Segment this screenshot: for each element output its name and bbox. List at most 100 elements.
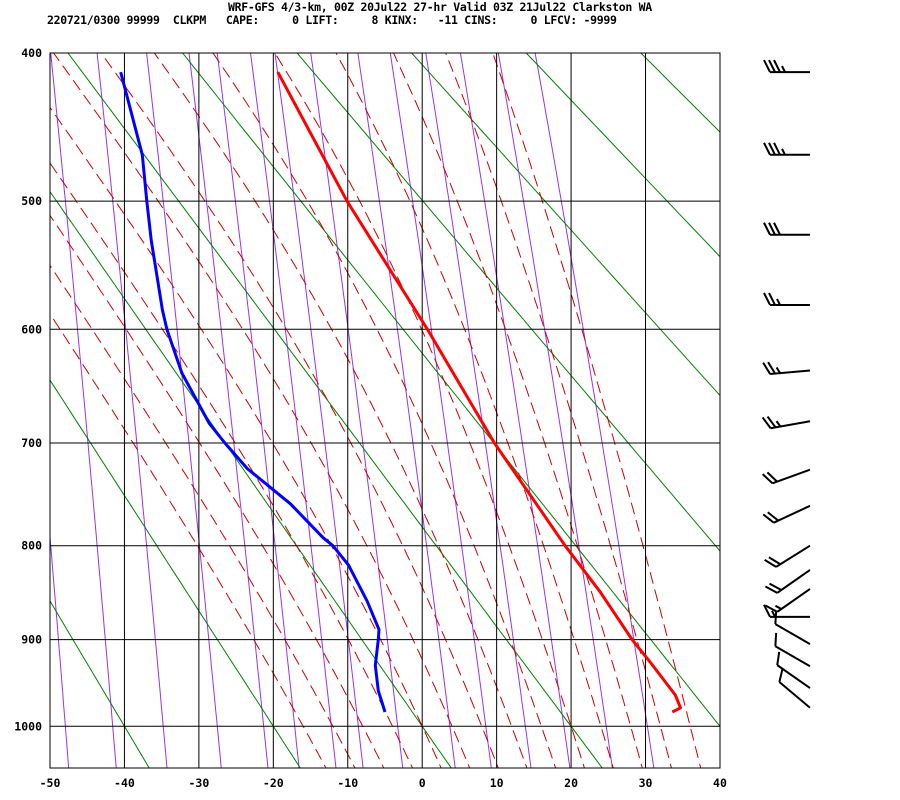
moist-adiabat-line [492, 53, 702, 768]
wind-barb-feather [776, 298, 781, 306]
mixing-ratio-line [310, 53, 404, 768]
wind-barb-feather [781, 148, 786, 156]
mixing-ratio-line [0, 20, 11, 775]
wind-barb [763, 292, 810, 306]
wind-barb-staff [776, 569, 811, 594]
moist-adiabat-line [392, 53, 643, 768]
temperature-tick-label: 10 [490, 776, 504, 790]
pressure-tick-label: 500 [21, 194, 42, 208]
wind-barb-feather [767, 361, 776, 375]
wind-barb-staff [774, 645, 811, 668]
wind-barb-feather [766, 415, 777, 428]
moist-adiabat-line [153, 53, 528, 768]
mixing-ratio-line [188, 53, 269, 768]
wind-barb-feather [771, 610, 776, 618]
wind-barb-feather [773, 222, 781, 236]
mixing-ratio-line [96, 53, 168, 768]
mixing-ratio-line [50, 530, 70, 768]
wind-barb-feather [768, 59, 776, 73]
dry-adiabat-line [834, 20, 900, 775]
wind-barb-feather [775, 366, 781, 374]
pressure-tick-label: 600 [21, 322, 42, 336]
wind-barb-feather [761, 416, 772, 429]
temperature-tick-label: 20 [564, 776, 578, 790]
chart-title: WRF-GFS 4/3-km, 00Z 20Jul22 27-hr Valid … [228, 0, 652, 14]
temperature-tick-label: -20 [263, 776, 284, 790]
wind-barb-staff [770, 369, 811, 376]
wind-barb-feather [764, 559, 777, 568]
dry-adiabat-line [67, 53, 603, 768]
temperature-tick-label: 0 [419, 776, 426, 790]
wind-barb-staff [778, 681, 811, 709]
wind-barb-feather [763, 292, 771, 306]
wind-barb [763, 59, 810, 74]
moist-adiabat-line [335, 53, 614, 768]
wind-barb-feather [778, 668, 784, 683]
wind-barb-staff [773, 504, 811, 524]
wind-barb-feather [776, 651, 781, 666]
station-indices: 220721/0300 99999 CLKPM CAPE: 0 LIFT: 8 … [47, 13, 617, 27]
wind-barb-staff [776, 588, 811, 613]
wind-barb [763, 604, 810, 618]
wind-barb [763, 142, 810, 156]
temperature-tick-label: 30 [639, 776, 653, 790]
wind-barb [778, 668, 811, 709]
mixing-ratio-line [249, 53, 337, 768]
wind-barb-feather [768, 292, 776, 306]
dry-adiabat-line [50, 379, 301, 768]
mixing-ratio-line [216, 53, 300, 768]
axis-labels: 400 500 600 700 800 900 1000 -50 -40 -30 -20 -10 0 10… [14, 46, 727, 790]
wind-barb-feather [775, 420, 782, 428]
wind-barb [764, 544, 811, 568]
wind-barb [761, 468, 811, 485]
wind-barb-feather [768, 222, 776, 236]
wind-barb-feather [774, 610, 778, 625]
dewpoint-profile [119, 71, 387, 713]
wind-barb-feather [763, 142, 771, 156]
dry-adiabat-line [50, 600, 150, 768]
wind-barb-feather [766, 471, 778, 483]
temperature-tick-label: -10 [337, 776, 358, 790]
mixing-ratio-line [497, 53, 613, 768]
wind-barb-feather [774, 632, 778, 647]
mixing-ratio-line [357, 53, 456, 768]
wind-barb-staff [775, 544, 811, 568]
moist-adiabat-line [212, 53, 557, 768]
plot-frame [49, 52, 721, 769]
moist-adiabat-line [50, 264, 356, 768]
profiles [119, 71, 682, 714]
dry-adiabat-line [411, 53, 720, 397]
temperature-tick-label: -30 [188, 776, 209, 790]
grid [49, 52, 721, 769]
pressure-tick-label: 1000 [14, 719, 42, 733]
moist-adiabat-line [50, 106, 442, 768]
wind-barb-staff [774, 623, 811, 645]
mixing-ratio-line [534, 53, 655, 768]
moist-adiabat-line [100, 53, 499, 768]
background-lines [0, 20, 900, 775]
mixing-ratio-line [459, 53, 571, 768]
wind-barb-feather [774, 604, 782, 610]
pressure-tick-label: 400 [21, 46, 42, 60]
wind-barb-feather [773, 142, 781, 156]
wind-barb [774, 610, 811, 645]
mixing-ratio-line [50, 53, 117, 768]
wind-barb-staff [776, 664, 811, 689]
temperature-tick-label: 40 [713, 776, 727, 790]
dry-adiabat-line [296, 53, 720, 552]
wind-barb-feather [763, 222, 771, 236]
wind-barb-feather [763, 59, 771, 73]
wind-barb [776, 651, 811, 689]
dry-adiabat-line [181, 53, 720, 728]
moist-adiabat-line [52, 53, 471, 768]
mixing-ratio-line [146, 53, 222, 768]
wind-barb [764, 569, 811, 594]
mixing-ratio-line [389, 53, 492, 768]
dry-adiabat-line [721, 20, 900, 775]
wind-barb-feather [781, 65, 786, 73]
wind-barb [763, 222, 810, 236]
wind-barb [764, 588, 811, 613]
mixing-ratio-line [425, 53, 532, 768]
wind-barb-feather [767, 511, 779, 522]
